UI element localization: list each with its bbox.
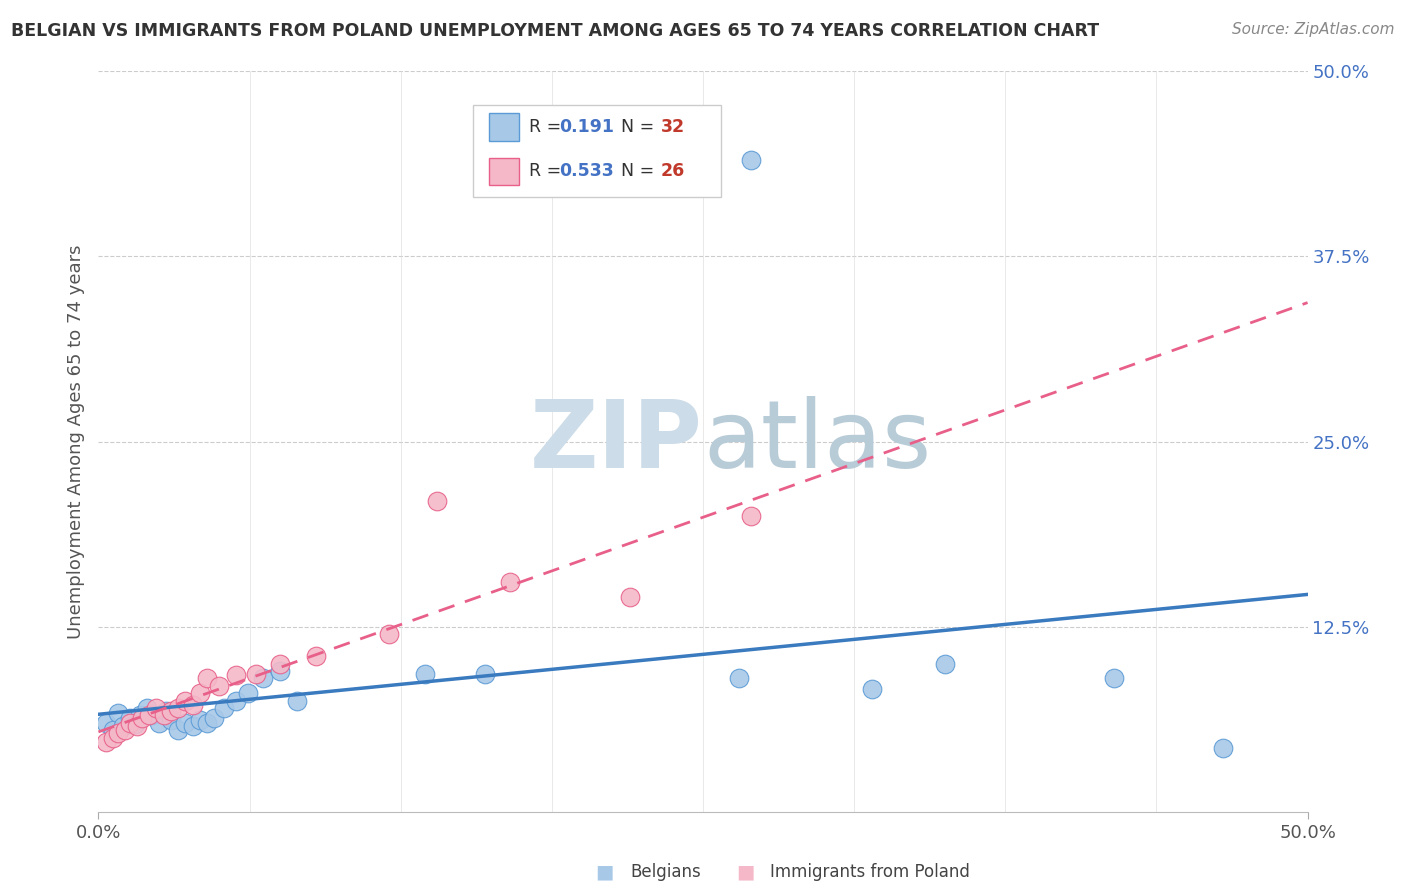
Point — [128, 708, 150, 723]
Point — [101, 723, 124, 738]
Point — [94, 735, 117, 749]
Point — [195, 715, 218, 730]
Text: BELGIAN VS IMMIGRANTS FROM POLAND UNEMPLOYMENT AMONG AGES 65 TO 74 YEARS CORRELA: BELGIAN VS IMMIGRANTS FROM POLAND UNEMPL… — [11, 22, 1099, 40]
Point — [238, 686, 260, 700]
Point — [740, 153, 762, 168]
Bar — [489, 113, 519, 141]
Point — [188, 713, 211, 727]
Point — [148, 715, 170, 730]
Text: R =: R = — [529, 118, 567, 136]
Point — [94, 715, 117, 730]
Point — [619, 590, 641, 604]
Point — [145, 701, 167, 715]
Point — [135, 701, 157, 715]
Point — [204, 711, 226, 725]
Point — [107, 726, 129, 740]
Point — [474, 667, 496, 681]
Point — [181, 719, 204, 733]
Point — [167, 701, 190, 715]
Y-axis label: Unemployment Among Ages 65 to 74 years: Unemployment Among Ages 65 to 74 years — [66, 244, 84, 639]
Point — [141, 708, 163, 723]
Point — [174, 694, 197, 708]
Point — [225, 694, 247, 708]
Text: Belgians: Belgians — [630, 863, 700, 881]
Point — [740, 508, 762, 523]
Point — [155, 704, 177, 718]
Point — [1102, 672, 1125, 686]
Point — [225, 668, 247, 682]
Point — [160, 704, 183, 718]
Text: ■: ■ — [735, 863, 755, 882]
Point — [285, 694, 308, 708]
Point — [860, 681, 883, 696]
Point — [188, 686, 211, 700]
Point — [195, 672, 218, 686]
Point — [498, 575, 520, 590]
Point — [127, 719, 149, 733]
Point — [269, 664, 291, 678]
Point — [152, 708, 174, 723]
Text: R =: R = — [529, 162, 567, 180]
Point — [111, 719, 134, 733]
Text: ZIP: ZIP — [530, 395, 703, 488]
Point — [118, 711, 141, 725]
Point — [101, 731, 124, 745]
Point — [245, 667, 267, 681]
Point — [107, 706, 129, 720]
Point — [174, 715, 197, 730]
Point — [252, 672, 274, 686]
Text: 32: 32 — [661, 118, 685, 136]
Point — [1212, 741, 1234, 756]
Point — [413, 667, 436, 681]
Text: Source: ZipAtlas.com: Source: ZipAtlas.com — [1232, 22, 1395, 37]
Text: N =: N = — [610, 118, 659, 136]
Point — [131, 711, 153, 725]
Point — [114, 723, 136, 738]
Text: 26: 26 — [661, 162, 685, 180]
Point — [305, 649, 328, 664]
Point — [167, 723, 190, 738]
Text: atlas: atlas — [703, 395, 931, 488]
Point — [181, 698, 204, 712]
Point — [160, 713, 183, 727]
Point — [934, 657, 956, 671]
Text: Immigrants from Poland: Immigrants from Poland — [770, 863, 970, 881]
Point — [269, 657, 291, 671]
Point — [377, 627, 399, 641]
Bar — [489, 158, 519, 185]
Point — [138, 708, 160, 723]
Point — [208, 679, 231, 693]
Point — [212, 701, 235, 715]
Text: 0.191: 0.191 — [560, 118, 614, 136]
Text: 0.533: 0.533 — [560, 162, 614, 180]
Point — [728, 672, 751, 686]
Point — [118, 715, 141, 730]
FancyBboxPatch shape — [474, 104, 721, 197]
Text: ■: ■ — [595, 863, 614, 882]
Text: N =: N = — [610, 162, 659, 180]
Point — [426, 493, 449, 508]
Point — [124, 717, 146, 731]
